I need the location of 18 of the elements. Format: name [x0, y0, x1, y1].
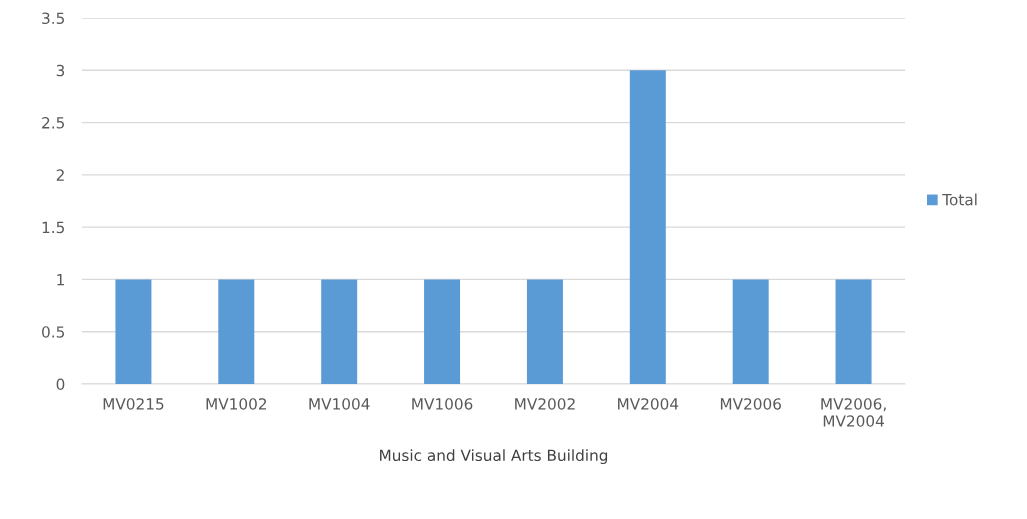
y-tick-label: 3 [56, 64, 65, 77]
x-axis-title: Music and Visual Arts Building [380, 449, 608, 465]
y-tick-label: 2.5 [42, 117, 64, 129]
y-tick-label: 2 [56, 169, 64, 181]
y-tick-label: 1 [57, 274, 64, 286]
y-tick-label: 0.5 [42, 326, 64, 338]
y-tick-label: 0 [56, 378, 65, 391]
y-tick-label: 1.5 [42, 221, 64, 234]
x-tick-label: MV1006 [412, 398, 473, 410]
x-tick-label: MV2006 [720, 398, 781, 410]
x-tick-label: MV2002 [515, 398, 575, 410]
legend-label: Total [942, 193, 977, 206]
x-tick-label: MV2004 [618, 398, 679, 410]
x-tick-label: MV1004 [309, 398, 370, 410]
x-tick-label: MV0215 [103, 398, 164, 410]
x-tick-label: MV2006, MV2004 [821, 398, 886, 427]
y-tick-label: 3.5 [42, 12, 64, 25]
x-tick-label: MV1002 [206, 398, 267, 410]
